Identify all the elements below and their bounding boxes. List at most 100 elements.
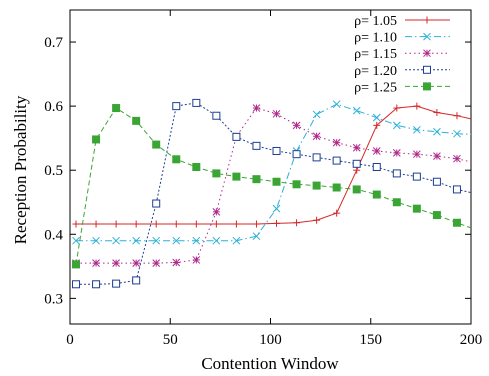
- data-point: [272, 204, 281, 213]
- data-point: [393, 104, 401, 112]
- legend-label: ρ= 1.05: [354, 14, 397, 29]
- y-tick-label: 0.3: [44, 291, 63, 307]
- data-point: [192, 220, 200, 228]
- legend-marker: [423, 16, 431, 24]
- data-point: [272, 109, 281, 118]
- data-point: [172, 236, 181, 245]
- data-point: [332, 156, 341, 165]
- data-point: [392, 149, 401, 157]
- data-point: [232, 236, 241, 245]
- legend-item-2: ρ= 1.10: [354, 31, 450, 46]
- series-4: [72, 98, 472, 289]
- legend-marker: [423, 65, 431, 74]
- data-point: [212, 236, 221, 245]
- data-point: [132, 236, 141, 245]
- data-point: [252, 220, 260, 228]
- y-tick-label: 0.7: [44, 35, 63, 51]
- data-point: [72, 280, 81, 289]
- x-tick-label: 0: [66, 332, 74, 348]
- x-tick-label: 50: [163, 332, 178, 348]
- data-point: [112, 104, 121, 113]
- data-point: [192, 236, 201, 245]
- data-point: [252, 104, 261, 112]
- data-point: [152, 259, 161, 267]
- data-point: [272, 177, 281, 186]
- series-3: [72, 104, 472, 267]
- plot-axes: 0 50 100 150 200 0.3 0.4 0.5 0.6 0.7: [44, 9, 482, 348]
- series-1: [72, 102, 472, 228]
- data-point: [92, 220, 100, 228]
- data-point: [92, 259, 100, 267]
- data-point: [152, 220, 160, 228]
- data-point: [252, 141, 261, 150]
- y-tick-label: 0.6: [44, 99, 63, 115]
- data-point: [172, 102, 181, 111]
- data-point: [252, 232, 261, 241]
- data-point: [312, 110, 321, 119]
- data-point: [112, 259, 120, 267]
- legend-marker: [423, 82, 431, 91]
- data-point: [132, 259, 141, 267]
- data-point: [392, 121, 401, 130]
- data-point: [453, 154, 461, 163]
- legend-label: ρ= 1.10: [354, 31, 397, 46]
- y-tick-label: 0.5: [44, 163, 63, 179]
- series-2: [72, 100, 472, 245]
- data-point: [413, 125, 421, 134]
- data-point: [112, 236, 120, 245]
- y-tick-label: 0.4: [44, 227, 63, 243]
- legend-label: ρ= 1.15: [354, 47, 397, 62]
- data-point: [232, 132, 241, 141]
- data-point: [172, 155, 181, 164]
- data-point: [232, 220, 240, 228]
- data-point: [352, 159, 361, 168]
- data-point: [352, 185, 361, 194]
- legend: ρ= 1.05 ρ= 1.10ρ= 1.15 ρ= 1.20ρ= 1.25: [354, 14, 450, 95]
- data-point: [92, 135, 101, 144]
- data-point: [72, 236, 80, 245]
- data-point: [232, 172, 241, 181]
- data-point: [293, 219, 301, 227]
- data-point: [92, 236, 100, 245]
- data-point: [212, 208, 221, 216]
- data-point: [373, 121, 381, 129]
- data-point: [112, 279, 121, 288]
- data-point: [413, 150, 421, 159]
- data-point: [353, 166, 361, 174]
- data-point: [333, 209, 341, 217]
- data-point: [172, 258, 181, 267]
- data-point: [372, 163, 381, 171]
- data-point: [72, 220, 80, 228]
- data-point: [432, 211, 441, 220]
- x-tick-label: 150: [360, 332, 383, 348]
- data-point: [252, 175, 261, 184]
- data-point: [212, 111, 221, 120]
- data-point: [352, 106, 361, 115]
- plot-frame: [69, 9, 472, 325]
- data-point: [313, 216, 321, 224]
- data-point: [433, 109, 441, 117]
- data-point: [453, 112, 461, 120]
- data-point: [273, 219, 281, 227]
- data-point: [433, 127, 441, 136]
- data-point: [292, 150, 301, 159]
- legend-label: ρ= 1.25: [354, 80, 397, 95]
- data-point: [412, 172, 421, 181]
- data-point: [392, 169, 401, 178]
- data-point: [192, 163, 201, 171]
- series-5: [72, 104, 472, 269]
- x-tick-label: 100: [259, 332, 282, 348]
- data-point: [152, 140, 161, 149]
- data-point: [352, 143, 361, 152]
- data-point: [192, 98, 201, 107]
- data-point: [172, 220, 180, 228]
- data-point: [132, 276, 141, 285]
- data-point: [132, 116, 141, 125]
- data-point: [413, 102, 421, 110]
- data-point: [372, 190, 381, 199]
- data-point: [212, 169, 221, 178]
- data-point: [433, 152, 441, 160]
- data-point: [332, 183, 341, 192]
- series-line: [76, 102, 472, 285]
